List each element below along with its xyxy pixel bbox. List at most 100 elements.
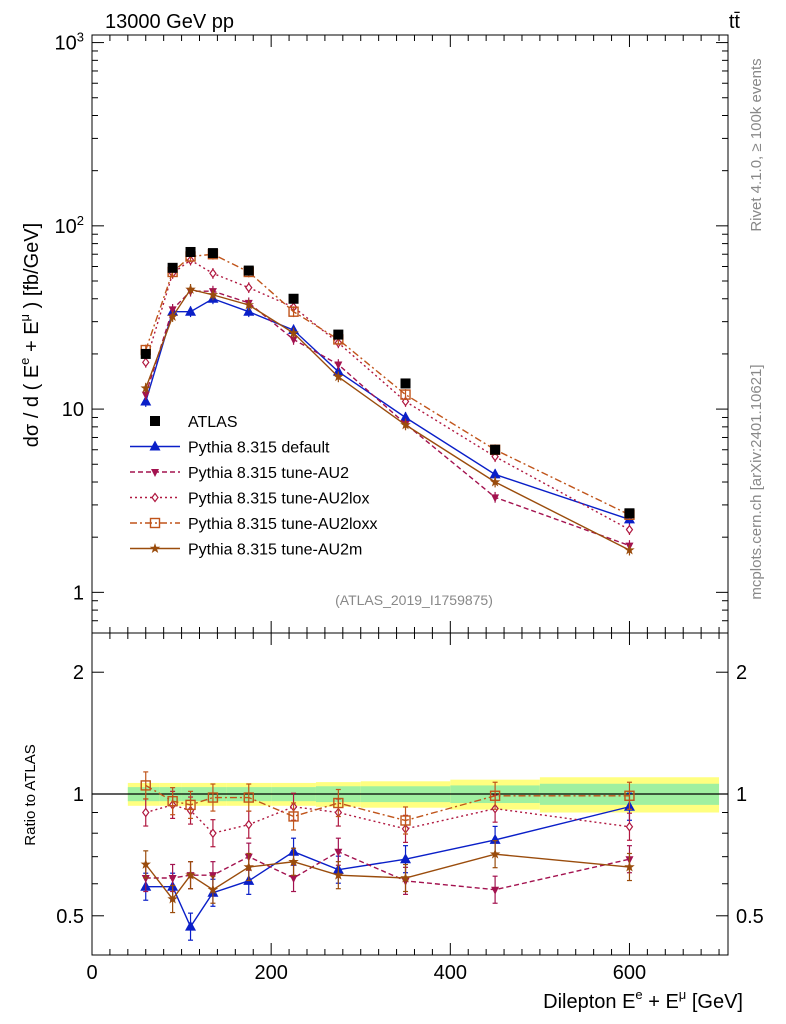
- legend-entry-pythia-8-315-tune-au2loxx: Pythia 8.315 tune-AU2loxx: [130, 516, 377, 533]
- ratio-point-pythia-8-315-tune-au2m: [333, 869, 344, 880]
- ratio-y-tick-label-right: 2: [736, 662, 747, 684]
- main-point-atlas: [243, 265, 254, 276]
- ratio-point-pythia-8-315-tune-au2loxx: [400, 815, 411, 826]
- ratio-line-pythia-8-315-default: [145, 806, 630, 929]
- legend-marker: [151, 492, 159, 503]
- ratio-point-pythia-8-315-tune-au2: [334, 848, 343, 857]
- ratio-point-pythia-8-315-tune-au2loxx: [167, 795, 178, 807]
- main-point-pythia-8-315-tune-au2lox: [625, 524, 634, 535]
- main-point-atlas: [207, 248, 218, 259]
- ratio-y-tick-label: 1: [73, 784, 84, 806]
- energy-label: 13000 GeV pp: [105, 11, 234, 33]
- ratio-point-pythia-8-315-tune-au2lox: [209, 828, 217, 839]
- x-tick-label: 200: [254, 962, 287, 984]
- main-point-pythia-8-315-default: [489, 468, 501, 479]
- main-point-pythia-8-315-tune-au2: [289, 336, 298, 345]
- main-point-pythia-8-315-tune-au2m: [243, 299, 254, 310]
- legend-label: Pythia 8.315 tune-AU2loxx: [188, 516, 377, 533]
- legend-marker: [149, 543, 161, 553]
- rivet-label: Rivet 4.1.0, ≥ 100k events: [748, 58, 765, 231]
- ratio-point-pythia-8-315-tune-au2loxx: [243, 792, 254, 803]
- legend-entry-pythia-8-315-default: Pythia 8.315 default: [130, 440, 330, 457]
- main-point-atlas: [400, 378, 411, 389]
- main-y-tick-exponent: 3: [77, 30, 84, 45]
- legend-entry-pythia-8-315-tune-au2: Pythia 8.315 tune-AU2: [130, 465, 349, 482]
- ratio-y-tick-label: 2: [73, 662, 84, 684]
- main-point-pythia-8-315-tune-au2m: [185, 283, 196, 294]
- ratio-y-tick-label-right: 0.5: [736, 906, 764, 928]
- main-point-pythia-8-315-tune-au2m: [333, 371, 344, 382]
- main-y-tick-label: 1: [73, 582, 84, 604]
- main-point-pythia-8-315-default: [400, 411, 412, 422]
- legend-entry-atlas: ATLAS: [150, 414, 238, 431]
- legend-label: Pythia 8.315 tune-AU2lox: [188, 491, 369, 508]
- main-point-atlas: [185, 246, 196, 257]
- ratio-line-pythia-8-315-tune-au2: [145, 850, 630, 891]
- main-point-pythia-8-315-tune-au2m: [400, 419, 411, 430]
- main-point-atlas: [624, 508, 635, 519]
- main-point-pythia-8-315-tune-au2: [491, 494, 500, 503]
- ratio-point-pythia-8-315-tune-au2loxx: [288, 811, 299, 822]
- site-label: mcplots.cern.ch [arXiv:2401.10621]: [748, 364, 765, 599]
- ratio-point-pythia-8-315-tune-au2m: [400, 872, 411, 883]
- x-tick-label: 600: [613, 962, 646, 984]
- ratio-point-pythia-8-315-tune-au2m: [288, 856, 299, 867]
- analysis-label: (ATLAS_2019_I1759875): [335, 592, 493, 608]
- ratio-point-pythia-8-315-tune-au2lox: [625, 821, 634, 832]
- main-line-pythia-8-315-tune-au2: [145, 290, 630, 547]
- main-point-pythia-8-315-tune-au2m: [140, 382, 151, 393]
- x-tick-label: 400: [434, 962, 467, 984]
- main-series-atlas: [140, 246, 635, 519]
- main-point-pythia-8-315-tune-au2m: [288, 327, 299, 338]
- ratio-point-pythia-8-315-tune-au2lox: [245, 819, 253, 830]
- ratio-point-pythia-8-315-tune-au2: [168, 874, 177, 883]
- legend-marker: [149, 440, 161, 451]
- x-axis-label: Dilepton Ee + Eμ [GeV]: [543, 987, 743, 1013]
- main-point-pythia-8-315-tune-au2m: [207, 289, 219, 300]
- ratio-point-pythia-8-315-tune-au2m: [207, 884, 219, 895]
- main-y-tick-label: 10: [62, 399, 84, 421]
- legend-marker: [149, 517, 161, 529]
- x-tick-label: 0: [86, 962, 97, 984]
- ratio-point-pythia-8-315-tune-au2loxx: [624, 790, 635, 801]
- ratio-point-pythia-8-315-tune-au2m: [489, 848, 501, 859]
- legend-marker: [150, 416, 160, 426]
- ratio-point-pythia-8-315-tune-au2m: [167, 893, 178, 904]
- main-series-pythia-8-315-tune-au2m: [140, 283, 635, 556]
- main-point-pythia-8-315-default: [140, 395, 152, 406]
- main-point-pythia-8-315-tune-au2lox: [141, 357, 150, 368]
- legend-label: Pythia 8.315 tune-AU2m: [188, 542, 362, 559]
- ratio-point-pythia-8-315-tune-au2: [289, 874, 298, 883]
- main-point-atlas: [140, 348, 151, 359]
- main-point-atlas: [288, 293, 299, 304]
- process-label: tt̄: [729, 11, 741, 33]
- ratio-point-pythia-8-315-tune-au2: [491, 886, 500, 895]
- legend-marker: [151, 469, 159, 477]
- ratio-y-axis-label: Ratio to ATLAS: [22, 744, 39, 845]
- main-point-pythia-8-315-tune-au2m: [489, 476, 501, 487]
- ratio-point-pythia-8-315-default: [185, 920, 197, 931]
- ratio-point-pythia-8-315-default: [489, 833, 501, 844]
- legend: ATLAS Pythia 8.315 default Pythia 8.315 tu…: [130, 414, 377, 559]
- svg-text:Dilepton Ee + Eμ [GeV]: Dilepton Ee + Eμ [GeV]: [543, 987, 743, 1013]
- ratio-series-pythia-8-315-tune-au2m: [140, 840, 635, 914]
- ratio-point-pythia-8-315-tune-au2m: [624, 861, 635, 872]
- main-line-pythia-8-315-tune-au2m: [145, 288, 630, 551]
- ratio-point-pythia-8-315-tune-au2lox: [141, 807, 150, 818]
- legend-label: Pythia 8.315 tune-AU2: [188, 465, 349, 482]
- ratio-point-pythia-8-315-tune-au2loxx: [185, 799, 196, 811]
- main-point-pythia-8-315-tune-au2m: [624, 544, 635, 555]
- main-point-pythia-8-315-tune-au2lox: [209, 268, 217, 279]
- ratio-point-pythia-8-315-tune-au2m: [243, 861, 254, 872]
- main-line-pythia-8-315-tune-au2loxx: [145, 253, 630, 516]
- main-point-pythia-8-315-tune-au2m: [167, 311, 178, 321]
- ratio-y-tick-label-right: 1: [736, 784, 747, 806]
- ratio-line-pythia-8-315-tune-au2loxx: [145, 784, 630, 822]
- svg-text:dσ / d ( Ee + Eμ ) [fb/GeV]: dσ / d ( Ee + Eμ ) [fb/GeV]: [17, 223, 43, 447]
- ratio-point-pythia-8-315-tune-au2loxx: [207, 792, 219, 803]
- main-point-pythia-8-315-default: [243, 305, 255, 316]
- ratio-point-pythia-8-315-tune-au2m: [185, 869, 196, 880]
- legend-entry-pythia-8-315-tune-au2m: Pythia 8.315 tune-AU2m: [130, 542, 362, 559]
